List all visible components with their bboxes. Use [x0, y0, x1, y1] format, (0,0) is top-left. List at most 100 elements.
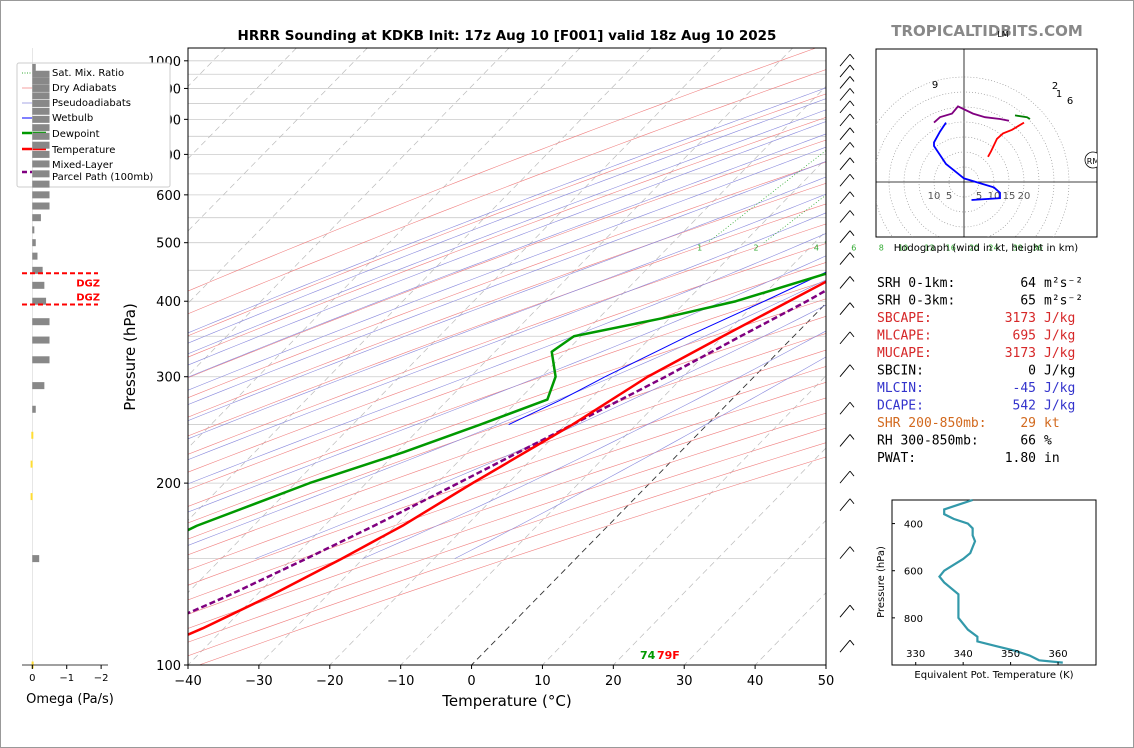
legend-pseudo: Pseudoadiabats: [52, 98, 131, 109]
index-label: MLCIN:: [877, 381, 924, 396]
omega-bar: [32, 266, 43, 274]
index-value: 0: [1028, 364, 1036, 379]
x-tick-label: −30: [245, 674, 272, 689]
thetae-x-tick-label: 360: [1048, 649, 1067, 660]
wind-barb: [839, 210, 851, 223]
isotherm--20: [329, 158, 826, 665]
omega-bar: [32, 336, 50, 344]
x-tick-label: 30: [676, 674, 693, 689]
surface-dewpoint-label: 74: [640, 649, 656, 662]
dry-adiabat: [188, 182, 826, 418]
index-value: 3173: [1005, 311, 1036, 326]
omega-bar: [32, 356, 50, 364]
omega-bar: [32, 84, 50, 92]
wind-barb-flag: [849, 302, 855, 308]
omega-panel: DGZ DGZ 0 −1 −2: [22, 48, 108, 684]
legend-sat-mix: Sat. Mix. Ratio: [52, 68, 124, 79]
dry-adiabat: [188, 243, 826, 473]
isotherm-0: [471, 302, 826, 665]
thetae-plot: 330 340 350 360 400 600 800: [892, 498, 1068, 665]
dry-adiabat: [188, 203, 826, 437]
hodo-lm-label: LM: [997, 30, 1008, 39]
omega-bar: [32, 132, 50, 140]
legend-mixed-layer: Mixed-Layer: [52, 160, 114, 171]
skewt-traces: [188, 271, 826, 636]
moist-adiabat: [188, 176, 826, 422]
index-unit: J/kg: [1044, 364, 1075, 379]
mixing-ratio-label: 10: [898, 244, 908, 253]
omega-bar: [32, 180, 50, 188]
indices-table: SRH 0-1km: 64 m²s⁻² SRH 0-3km: 65 m²s⁻² SBCAPE…: [877, 276, 1083, 466]
omega-bar: [32, 297, 47, 305]
dgz-label: DGZ: [76, 293, 100, 304]
index-value: 29: [1020, 416, 1036, 431]
hodograph-caption: Hodograph (wind in kt, height in km): [894, 243, 1079, 254]
moist-adiabat: [188, 255, 826, 513]
x-tick-label: −10: [387, 674, 414, 689]
isotherm--70: [188, 48, 581, 449]
wind-barb: [839, 302, 851, 315]
wind-barb-flag: [849, 401, 855, 408]
dry-adiabat: [188, 139, 826, 379]
thetae-x-tick-label: 330: [906, 649, 925, 660]
legend-dewpoint: Dewpoint: [52, 129, 100, 140]
x-tick-label: 40: [747, 674, 764, 689]
hodograph-frame: [875, 48, 1098, 238]
thetae-y-tick-label: 600: [904, 567, 923, 578]
moist-adiabat: [188, 279, 826, 546]
dry-adiabat: [188, 223, 826, 455]
dry-adiabat: [188, 280, 826, 507]
hodo-trace-1-3km: [933, 105, 1010, 124]
omega-x-tick-label: −2: [94, 673, 109, 684]
dry-adiabat: [188, 93, 826, 337]
hodo-height-label: 6: [1067, 96, 1073, 107]
omega-x-label: Omega (Pa/s): [26, 692, 114, 707]
moist-adiabat: [188, 109, 826, 355]
wind-barb: [839, 364, 851, 378]
isotherm--30: [258, 85, 826, 665]
index-value: 695: [1013, 329, 1036, 344]
index-unit: J/kg: [1044, 381, 1075, 396]
skewt-axes: 1246810131620243036100200300400500600700…: [148, 53, 1043, 689]
thetae-y-tick-label: 400: [904, 520, 923, 531]
index-value: 66: [1020, 434, 1036, 449]
wind-barb: [839, 331, 851, 345]
wind-barb: [839, 252, 851, 265]
wind-barb: [839, 604, 851, 618]
dry-adiabat: [188, 412, 826, 629]
dry-adiabat: [188, 349, 826, 571]
moist-adiabat: [188, 193, 826, 440]
dry-adiabat: [188, 69, 826, 315]
wind-barb-flag: [849, 127, 855, 134]
skewt-x-axis-label: Temperature (°C): [441, 692, 571, 710]
index-unit: m²s⁻²: [1044, 294, 1083, 309]
index-unit: J/kg: [1044, 399, 1075, 414]
wind-barb: [839, 88, 851, 101]
skewt-background-lines: [188, 48, 826, 665]
wind-barb: [839, 191, 851, 205]
omega-bar: [32, 77, 50, 85]
omega-bar: [32, 405, 36, 413]
x-tick-label: 50: [818, 674, 835, 689]
dry-adiabat: [188, 333, 826, 556]
index-label: SBCAPE:: [877, 311, 932, 326]
wind-barb-flag: [849, 434, 855, 440]
index-unit: J/kg: [1044, 329, 1075, 344]
hodo-ring-30: [876, 91, 1055, 237]
index-label: SHR 200-850mb:: [877, 416, 987, 431]
moist-adiabat: [188, 146, 826, 391]
index-label: MLCAPE:: [877, 329, 932, 344]
hodo-height-label: 1: [1056, 89, 1062, 100]
legend-parcel-path: Parcel Path (100mb): [52, 172, 153, 183]
index-label: PWAT:: [877, 451, 916, 466]
omega-bar: [32, 63, 36, 71]
skewt-y-axis-label: Pressure (hPa): [121, 303, 139, 411]
omega-bar: [32, 226, 35, 234]
wind-barb-flag: [849, 546, 855, 552]
mixing-ratio-label: 30: [1012, 244, 1022, 253]
wind-barb-flag: [849, 639, 855, 646]
hodo-ring-label: 10: [928, 191, 941, 202]
index-label: SBCIN:: [877, 364, 924, 379]
wind-barb: [839, 53, 851, 67]
